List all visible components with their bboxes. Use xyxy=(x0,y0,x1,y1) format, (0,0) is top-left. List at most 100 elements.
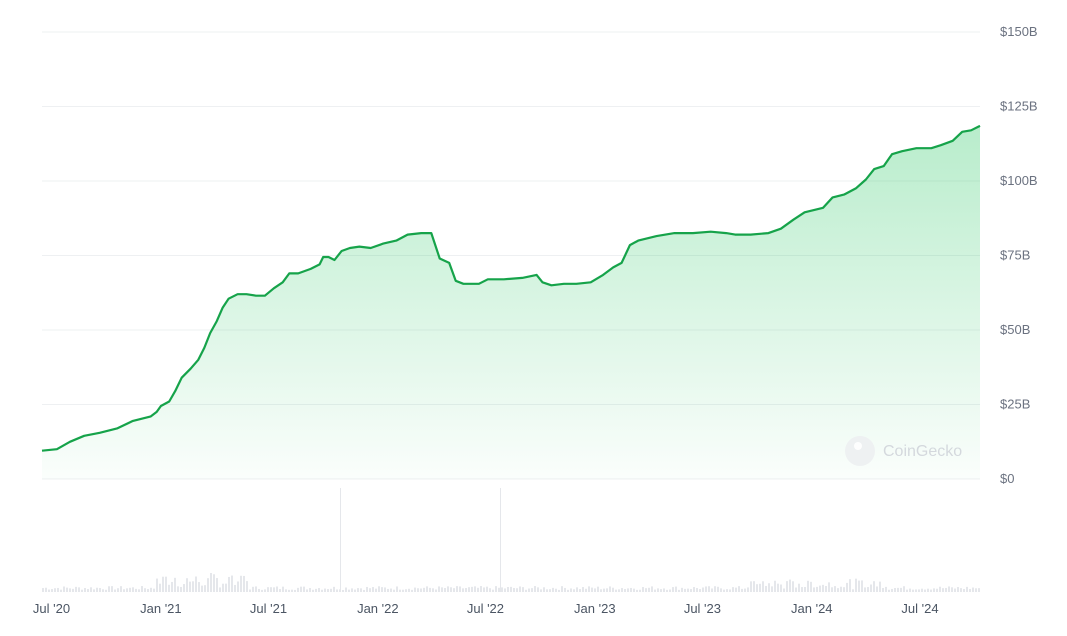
volume-bar xyxy=(762,581,764,592)
volume-bar xyxy=(855,578,857,592)
volume-bar xyxy=(723,589,725,592)
volume-bar xyxy=(411,589,413,592)
volume-bar xyxy=(636,589,638,592)
volume-bar xyxy=(519,586,521,592)
y-tick-label: $100B xyxy=(1000,173,1038,188)
x-tick-label: Jul '24 xyxy=(901,601,938,616)
volume-bar xyxy=(117,588,119,592)
volume-bar xyxy=(60,589,62,592)
volume-bar xyxy=(840,586,842,592)
volume-bar xyxy=(672,587,674,592)
volume-bar xyxy=(618,589,620,592)
volume-bar xyxy=(402,589,404,592)
y-tick-label: $50B xyxy=(1000,322,1030,337)
volume-bar xyxy=(810,581,812,592)
volume-bar xyxy=(441,587,443,592)
volume-bar xyxy=(528,588,530,592)
volume-bar xyxy=(753,581,755,592)
volume-bar xyxy=(930,589,932,592)
volume-bar xyxy=(732,587,734,592)
volume-bar xyxy=(969,588,971,592)
volume-bar xyxy=(42,588,44,592)
volume-bar xyxy=(300,586,302,592)
volume-bar xyxy=(387,588,389,592)
volume-bar xyxy=(894,588,896,592)
volume-bar xyxy=(768,583,770,592)
x-axis-ticks: Jul '20 Jan '21 Jul '21 Jan '22 Jul '22 Jan '… xyxy=(33,601,939,616)
volume-bar xyxy=(891,588,893,592)
volume-bar xyxy=(900,587,902,592)
volume-bar xyxy=(567,589,569,592)
volume-bar xyxy=(699,589,701,592)
volume-bar xyxy=(948,586,950,592)
volume-bar xyxy=(615,589,617,592)
volume-bar xyxy=(549,589,551,592)
volume-bar xyxy=(396,586,398,592)
volume-bar xyxy=(906,589,908,592)
volume-bar xyxy=(708,586,710,592)
volume-bar xyxy=(606,588,608,592)
volume-bar xyxy=(438,586,440,592)
volume-bar xyxy=(765,585,767,592)
volume-bar xyxy=(237,581,239,592)
volume-bar xyxy=(579,589,581,592)
volume-bar xyxy=(609,586,611,592)
volume-bar xyxy=(951,587,953,592)
volume-bar xyxy=(447,586,449,592)
volume-bar xyxy=(525,589,527,592)
volume-bar xyxy=(216,578,218,592)
volume-bar xyxy=(207,578,209,592)
volume-bar xyxy=(333,586,335,592)
volume-bar xyxy=(297,587,299,592)
volume-bar xyxy=(114,589,116,592)
volume-bar xyxy=(633,588,635,592)
volume-bar xyxy=(570,588,572,592)
volume-bar xyxy=(507,586,509,592)
volume-bar xyxy=(789,579,791,592)
volume-bar xyxy=(219,587,221,592)
volume-bar xyxy=(72,588,74,592)
volume-bar xyxy=(756,584,758,592)
volume-bar xyxy=(864,587,866,592)
volume-bar xyxy=(861,580,863,592)
volume-bar xyxy=(669,589,671,592)
volume-bar xyxy=(972,587,974,592)
volume-bar xyxy=(738,586,740,592)
volume-bar xyxy=(123,589,125,592)
volume-bar xyxy=(696,588,698,592)
volume-bar xyxy=(183,584,185,592)
volume-bar xyxy=(687,588,689,592)
volume-bar xyxy=(975,588,977,592)
volume-bar xyxy=(213,574,215,592)
volume-bar xyxy=(702,587,704,592)
volume-bar xyxy=(225,583,227,592)
volume-bar xyxy=(663,588,665,592)
volume-bar xyxy=(222,583,224,592)
volume-bar xyxy=(51,589,53,592)
volume-bar xyxy=(870,584,872,592)
x-tick-label: Jul '20 xyxy=(33,601,70,616)
volume-bar xyxy=(534,586,536,592)
volume-bar xyxy=(264,589,266,592)
volume-bar xyxy=(279,589,281,592)
volume-bar xyxy=(54,588,56,592)
volume-bar xyxy=(588,586,590,592)
volume-bar xyxy=(897,587,899,592)
volume-bar xyxy=(420,588,422,592)
volume-bar xyxy=(843,587,845,592)
y-tick-label: $150B xyxy=(1000,24,1038,39)
volume-bar xyxy=(48,589,50,592)
volume-bar xyxy=(804,586,806,592)
volume-bar xyxy=(324,588,326,592)
volume-bar xyxy=(966,586,968,592)
volume-bar xyxy=(252,586,254,592)
series-area-fill xyxy=(42,125,980,480)
volume-bar xyxy=(246,581,248,592)
volume-bar xyxy=(126,588,128,592)
volume-bar xyxy=(321,589,323,592)
volume-bar xyxy=(492,589,494,592)
volume-bar xyxy=(102,589,104,592)
volume-bar xyxy=(489,588,491,592)
volume-bar xyxy=(444,588,446,592)
